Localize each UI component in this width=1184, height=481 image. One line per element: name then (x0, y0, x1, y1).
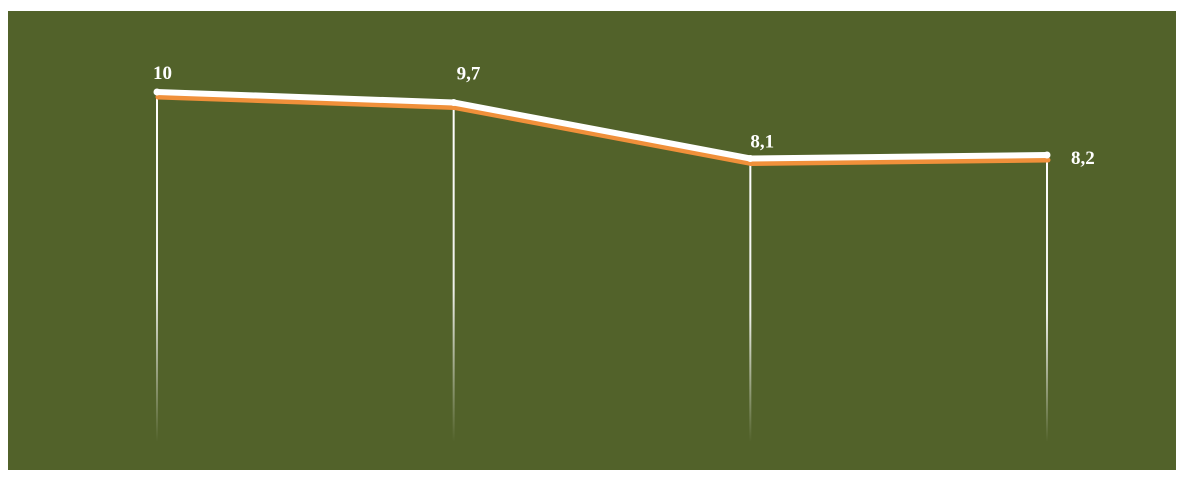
data-label: 10 (153, 63, 172, 84)
drop-lines (156, 92, 1048, 442)
data-point (153, 88, 161, 96)
drop-line (749, 158, 752, 442)
drop-line (1046, 155, 1048, 442)
data-label: 8,1 (750, 132, 774, 153)
data-label: 9,7 (457, 64, 481, 85)
data-point (450, 99, 458, 106)
drop-line (156, 92, 158, 442)
data-point (746, 155, 754, 162)
series-line (154, 89, 1050, 162)
data-point (1043, 151, 1051, 159)
series-line-shadow (155, 94, 1051, 166)
series-layer (153, 88, 1051, 166)
drop-line (452, 102, 455, 442)
plot-background (8, 11, 1176, 470)
data-labels: 10 9,7 8,1 8,2 (153, 63, 1095, 169)
data-label: 8,2 (1071, 148, 1095, 169)
